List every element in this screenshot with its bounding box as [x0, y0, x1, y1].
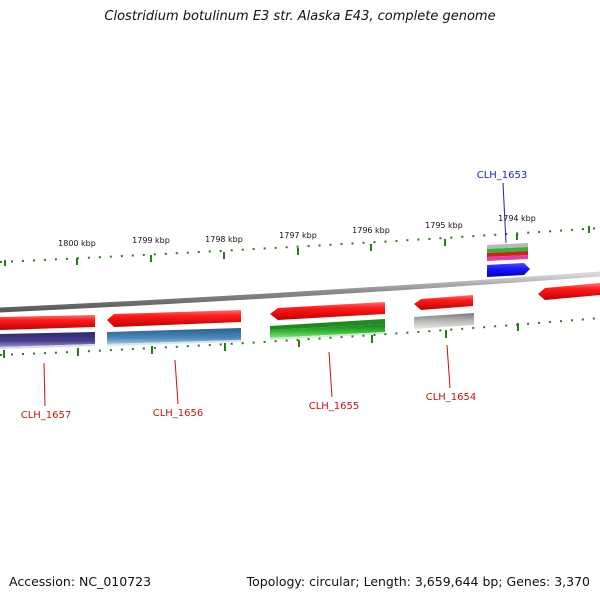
gene-arrow-clh-1653 — [487, 263, 530, 277]
gene-label-clh-1654[interactable]: CLH_1654 — [426, 392, 477, 403]
scale-label: 1798 kbp — [205, 235, 243, 244]
cds-bar-clh-1657 — [0, 332, 95, 347]
gene-arrow-clh-1656 — [107, 310, 241, 327]
map-title: Clostridium botulinum E3 str. Alaska E43… — [104, 9, 496, 24]
scale-label: 1796 kbp — [352, 226, 390, 235]
cds-bar-clh-1655-a — [270, 319, 385, 330]
scale-track-inner — [0, 317, 600, 358]
scale-labels: 1800 kbp 1799 kbp 1798 kbp 1797 kbp 1796… — [58, 214, 536, 248]
gene-labels: CLH_1653 CLH_1654 CLH_1655 CLH_1656 CLH_… — [21, 170, 528, 421]
scale-label: 1797 kbp — [279, 231, 317, 240]
scale-label: 1795 kbp — [425, 221, 463, 230]
scale-label: 1794 kbp — [498, 214, 536, 223]
cds-bar-clh-1654 — [414, 313, 474, 329]
gene-arrow-next — [538, 283, 600, 300]
gene-label-clh-1653[interactable]: CLH_1653 — [477, 170, 528, 181]
cds-bars-lower[interactable] — [0, 313, 474, 349]
genome-info-text: Topology: circular; Length: 3,659,644 bp… — [246, 574, 590, 589]
cds-bar-clh-1656 — [107, 328, 241, 344]
cds-bar-clh-1655-b — [270, 324, 385, 338]
scale-label: 1800 kbp — [58, 239, 96, 248]
feature-stack-clh-1653[interactable] — [487, 243, 530, 277]
accession-text: Accession: NC_010723 — [9, 574, 152, 589]
leader-lines — [43, 182, 507, 407]
gene-label-clh-1656[interactable]: CLH_1656 — [153, 408, 204, 419]
gene-arrows-red[interactable] — [0, 283, 600, 330]
genome-backbone — [0, 271, 600, 313]
gene-arrow-clh-1655 — [270, 302, 385, 320]
gene-arrow-clh-1657 — [0, 315, 95, 330]
gene-label-clh-1657[interactable]: CLH_1657 — [21, 410, 72, 421]
gene-label-clh-1655[interactable]: CLH_1655 — [309, 401, 360, 412]
scale-label: 1799 kbp — [132, 236, 170, 245]
gene-arrow-clh-1654 — [414, 295, 473, 310]
scale-track-outer — [0, 226, 600, 266]
